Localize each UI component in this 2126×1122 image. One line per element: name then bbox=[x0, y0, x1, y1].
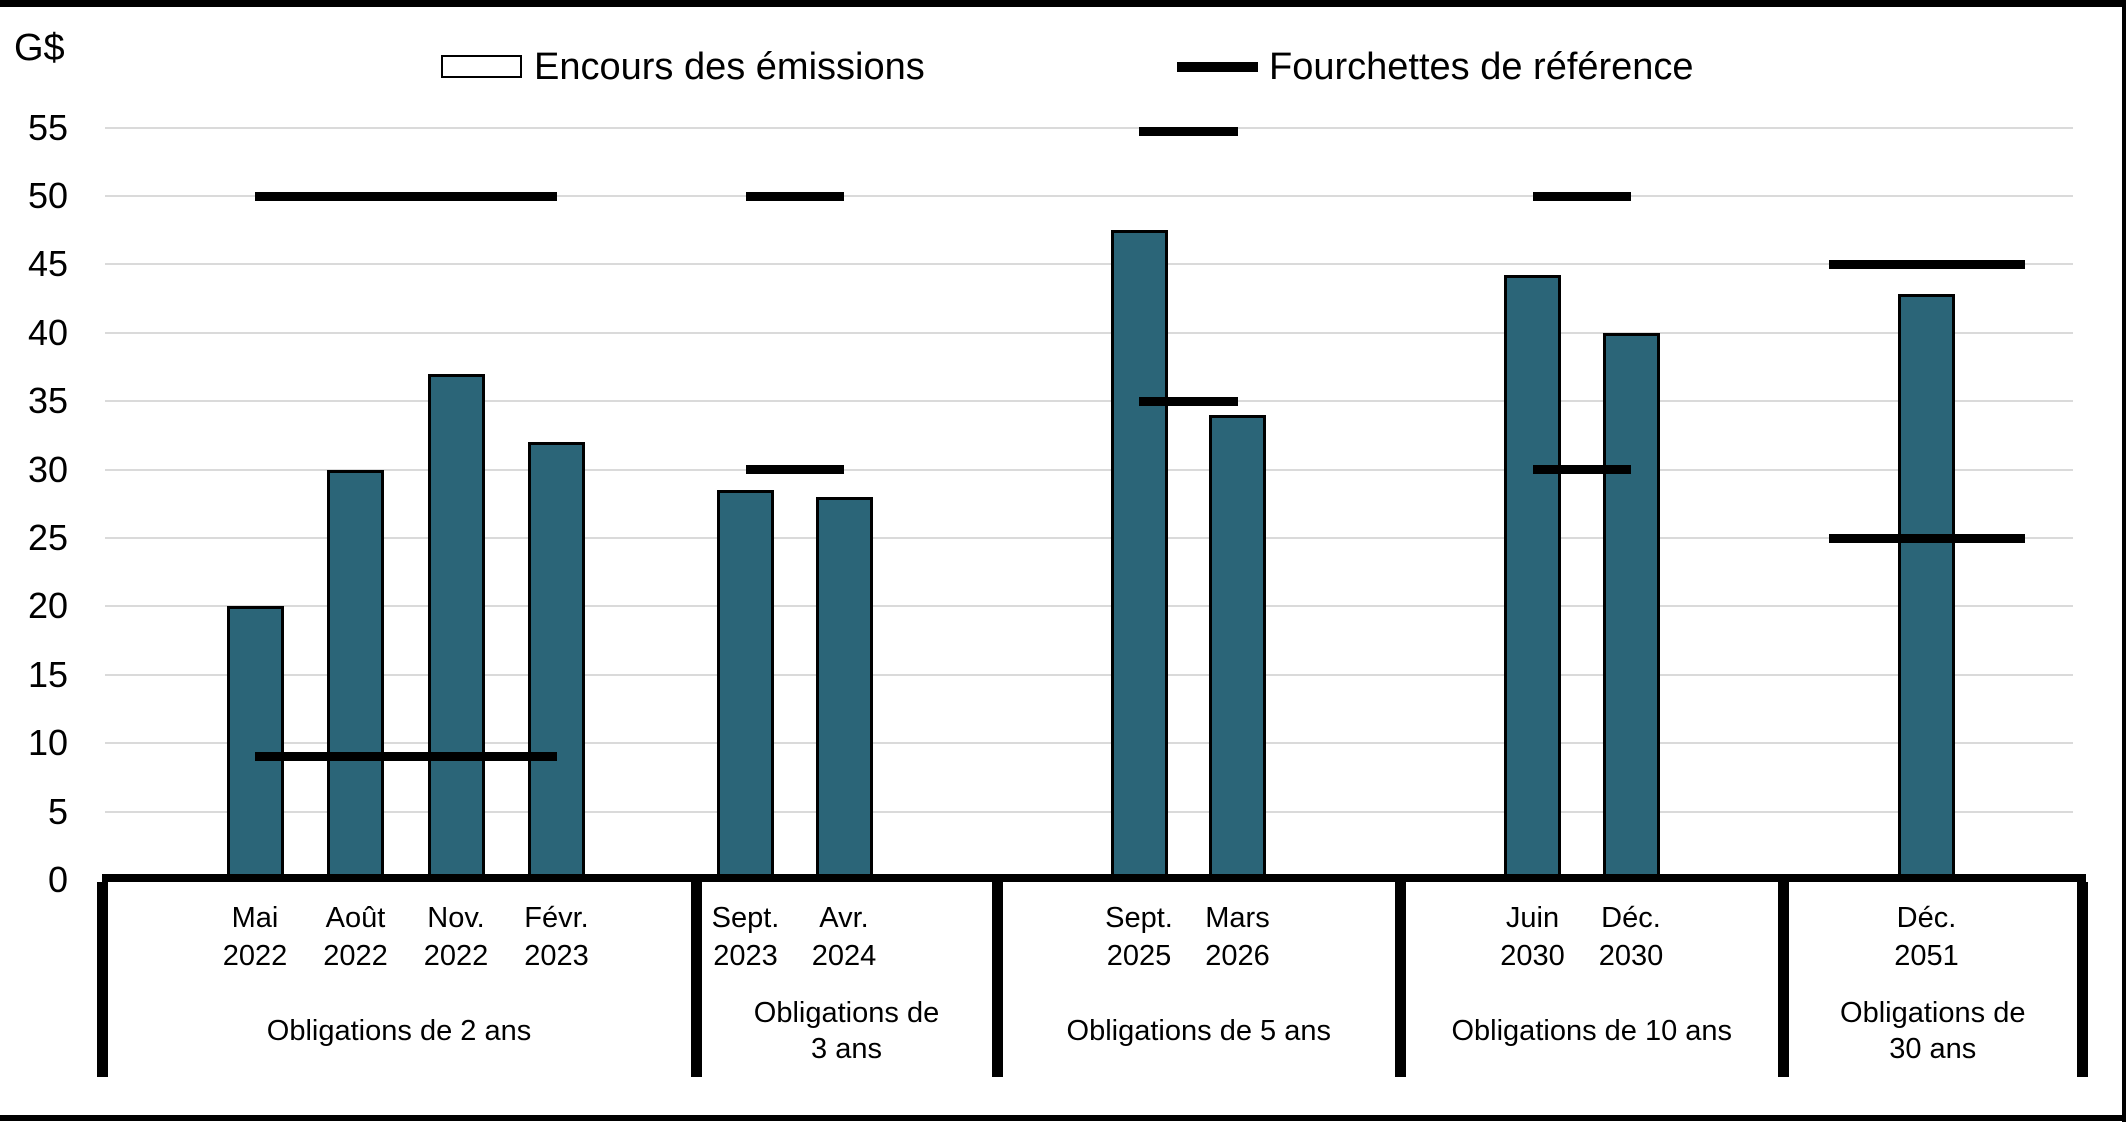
gridline bbox=[105, 605, 2073, 608]
bar bbox=[717, 490, 774, 880]
chart-frame-bottom bbox=[0, 1115, 2126, 1121]
y-axis-tick-label: 35 bbox=[27, 380, 68, 422]
reference-range-line bbox=[745, 191, 844, 201]
bar bbox=[1110, 230, 1168, 880]
gridline bbox=[105, 673, 2073, 676]
group-label: Obligations de 5 ans bbox=[1066, 1015, 1331, 1047]
category-box-separator bbox=[1395, 882, 1406, 1077]
bar-date-label: Sept. 2025 bbox=[1105, 902, 1173, 972]
bar bbox=[528, 442, 585, 880]
gridline bbox=[105, 331, 2073, 334]
reference-range-line bbox=[1532, 465, 1631, 475]
y-axis-tick-label: 45 bbox=[27, 243, 68, 285]
y-axis-tick-label: 40 bbox=[27, 311, 68, 353]
category-box-separator bbox=[991, 882, 1003, 1077]
legend-emissions-label: Encours des émissions bbox=[534, 46, 925, 88]
group-label: Obligations de 3 ans bbox=[753, 997, 940, 1065]
gridline bbox=[105, 195, 2073, 197]
category-box-separator bbox=[1777, 882, 1789, 1077]
y-axis-tick-label: 55 bbox=[27, 106, 68, 148]
chart-frame-top bbox=[0, 0, 2126, 7]
bar-date-label: Déc. 2030 bbox=[1598, 902, 1664, 972]
bar-date-label: Mai 2022 bbox=[222, 902, 288, 972]
x-axis-line bbox=[102, 874, 2086, 882]
bar-date-label: Nov. 2022 bbox=[423, 902, 489, 972]
bar-date-label: Mars 2026 bbox=[1205, 902, 1270, 972]
bar bbox=[1898, 294, 1955, 880]
bar-date-label: Juin 2030 bbox=[1500, 902, 1565, 972]
bar-date-label: Sept. 2023 bbox=[711, 902, 780, 972]
reference-range-line bbox=[255, 752, 557, 762]
category-box-separator bbox=[2077, 882, 2088, 1077]
y-axis-unit-label: G$ bbox=[14, 27, 65, 69]
legend-reference-label: Fourchettes de référence bbox=[1269, 46, 1694, 88]
y-axis-tick-label: 50 bbox=[27, 175, 68, 216]
bar-date-label: Déc. 2051 bbox=[1894, 902, 1959, 972]
bar bbox=[1209, 414, 1266, 880]
gridline bbox=[105, 468, 2073, 471]
reference-range-line bbox=[745, 465, 844, 475]
gridline bbox=[105, 537, 2073, 539]
bar bbox=[327, 469, 384, 880]
y-axis-tick-label: 0 bbox=[47, 859, 68, 900]
y-axis-tick-label: 15 bbox=[27, 653, 68, 695]
bar-date-label: Avr. 2024 bbox=[811, 902, 877, 972]
reference-range-line bbox=[1139, 127, 1238, 137]
reference-range-line bbox=[1828, 533, 2025, 543]
bar bbox=[226, 606, 284, 880]
bar bbox=[815, 496, 873, 880]
gridline bbox=[105, 126, 2073, 129]
chart-frame-right bbox=[2122, 0, 2126, 1122]
y-axis-tick-label: 25 bbox=[27, 517, 68, 558]
bar-date-label: Août 2022 bbox=[323, 902, 388, 972]
y-axis-tick-label: 30 bbox=[27, 448, 68, 490]
y-axis-tick-label: 20 bbox=[27, 585, 68, 627]
y-axis-tick-label: 5 bbox=[47, 790, 68, 832]
legend-bar-swatch-icon bbox=[441, 55, 522, 78]
bar-date-label: Févr. 2023 bbox=[524, 902, 589, 972]
y-axis-tick-label: 10 bbox=[27, 722, 68, 764]
gridline bbox=[105, 263, 2073, 266]
reference-range-line bbox=[1828, 259, 2025, 269]
reference-range-line bbox=[255, 191, 557, 201]
group-label: Obligations de 30 ans bbox=[1840, 997, 2026, 1065]
bar bbox=[1504, 275, 1561, 880]
reference-range-line bbox=[1532, 191, 1631, 201]
bar bbox=[1602, 332, 1660, 880]
gridline bbox=[105, 400, 2073, 403]
group-label: Obligations de 10 ans bbox=[1451, 1015, 1733, 1047]
group-label: Obligations de 2 ans bbox=[266, 1015, 532, 1047]
category-box-separator bbox=[690, 882, 702, 1077]
gridline bbox=[105, 742, 2073, 745]
category-box-separator bbox=[96, 882, 108, 1077]
reference-range-line bbox=[1139, 396, 1238, 406]
bar bbox=[427, 373, 485, 880]
legend-line-swatch-icon bbox=[1177, 62, 1258, 72]
gridline bbox=[105, 810, 2073, 813]
